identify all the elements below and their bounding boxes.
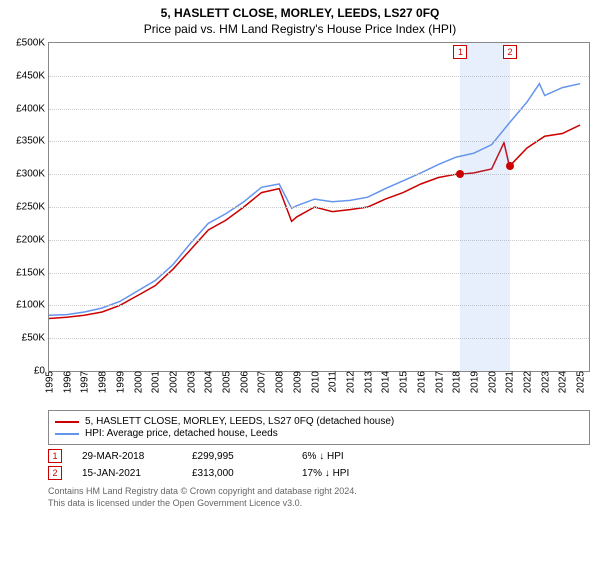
- x-axis-label: 1998: [96, 371, 109, 393]
- y-axis-label: £350K: [16, 136, 49, 147]
- x-axis-label: 1997: [78, 371, 91, 393]
- x-axis-label: 2005: [220, 371, 233, 393]
- sale-row-marker: 1: [48, 449, 62, 463]
- x-axis-label: 2009: [290, 371, 303, 393]
- y-axis-label: £400K: [16, 103, 49, 114]
- x-axis-label: 2004: [202, 371, 215, 393]
- chart-plot-area: £0£50K£100K£150K£200K£250K£300K£350K£400…: [48, 42, 590, 372]
- x-axis-label: 2018: [450, 371, 463, 393]
- y-axis-label: £50K: [22, 333, 49, 344]
- x-axis-label: 2012: [343, 371, 356, 393]
- legend-swatch: [55, 421, 79, 423]
- x-axis-label: 2015: [397, 371, 410, 393]
- x-axis-label: 1996: [60, 371, 73, 393]
- y-axis-label: £450K: [16, 70, 49, 81]
- legend-label: HPI: Average price, detached house, Leed…: [85, 428, 278, 439]
- legend-item: 5, HASLETT CLOSE, MORLEY, LEEDS, LS27 0F…: [55, 416, 583, 427]
- x-axis-label: 2024: [556, 371, 569, 393]
- x-axis-label: 2017: [432, 371, 445, 393]
- shaded-period: [460, 43, 510, 371]
- x-axis-label: 2023: [538, 371, 551, 393]
- y-axis-label: £300K: [16, 169, 49, 180]
- sale-date: 15-JAN-2021: [82, 468, 172, 479]
- sale-date: 29-MAR-2018: [82, 451, 172, 462]
- x-axis-label: 2020: [485, 371, 498, 393]
- chart-title: 5, HASLETT CLOSE, MORLEY, LEEDS, LS27 0F…: [0, 6, 600, 20]
- x-axis-label: 2022: [521, 371, 534, 393]
- x-axis-label: 2010: [308, 371, 321, 393]
- sale-row: 1 29-MAR-2018 £299,995 6% ↓ HPI: [48, 449, 590, 463]
- sale-marker-dot: [456, 170, 464, 178]
- sales-table: 1 29-MAR-2018 £299,995 6% ↓ HPI 2 15-JAN-2021…: [48, 449, 590, 480]
- footer-line-1: Contains HM Land Registry data © Crown c…: [48, 486, 590, 498]
- sale-price: £313,000: [192, 468, 282, 479]
- x-axis-label: 2001: [149, 371, 162, 393]
- y-axis-label: £250K: [16, 202, 49, 213]
- footer-line-2: This data is licensed under the Open Gov…: [48, 498, 590, 510]
- x-axis-label: 2007: [255, 371, 268, 393]
- legend-item: HPI: Average price, detached house, Leed…: [55, 428, 583, 439]
- y-axis-label: £500K: [16, 38, 49, 49]
- x-axis-label: 2008: [273, 371, 286, 393]
- footer-attribution: Contains HM Land Registry data © Crown c…: [48, 486, 590, 509]
- y-axis-label: £150K: [16, 267, 49, 278]
- sale-marker-dot: [506, 162, 514, 170]
- sale-row: 2 15-JAN-2021 £313,000 17% ↓ HPI: [48, 466, 590, 480]
- x-axis-label: 2016: [414, 371, 427, 393]
- sale-price: £299,995: [192, 451, 282, 462]
- x-axis-label: 2006: [237, 371, 250, 393]
- sale-hpi-delta: 6% ↓ HPI: [302, 451, 392, 462]
- chart-legend: 5, HASLETT CLOSE, MORLEY, LEEDS, LS27 0F…: [48, 410, 590, 445]
- sale-row-marker: 2: [48, 466, 62, 480]
- x-axis-label: 2002: [166, 371, 179, 393]
- x-axis-label: 2021: [503, 371, 516, 393]
- x-axis-label: 2019: [467, 371, 480, 393]
- sale-marker-label: 2: [503, 45, 517, 59]
- legend-label: 5, HASLETT CLOSE, MORLEY, LEEDS, LS27 0F…: [85, 416, 394, 427]
- x-axis-label: 2000: [131, 371, 144, 393]
- x-axis-label: 2014: [379, 371, 392, 393]
- y-axis-label: £200K: [16, 234, 49, 245]
- x-axis-label: 1995: [43, 371, 56, 393]
- sale-marker-label: 1: [453, 45, 467, 59]
- x-axis-label: 2003: [184, 371, 197, 393]
- x-axis-label: 1999: [113, 371, 126, 393]
- legend-swatch: [55, 433, 79, 435]
- y-axis-label: £100K: [16, 300, 49, 311]
- x-axis-label: 2013: [361, 371, 374, 393]
- chart-subtitle: Price paid vs. HM Land Registry's House …: [0, 22, 600, 36]
- x-axis-label: 2011: [326, 371, 339, 393]
- sale-hpi-delta: 17% ↓ HPI: [302, 468, 392, 479]
- x-axis-label: 2025: [574, 371, 587, 393]
